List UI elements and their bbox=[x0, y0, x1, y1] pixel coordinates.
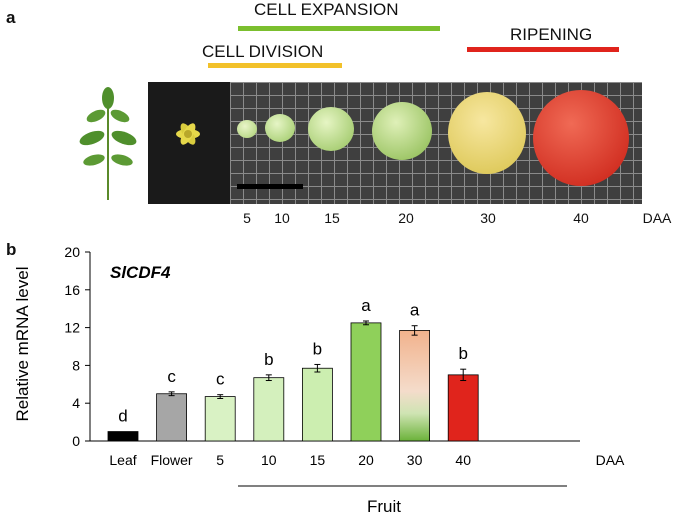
category-label: 5 bbox=[216, 452, 224, 468]
phase-label-cell-expansion: CELL EXPANSION bbox=[254, 0, 399, 19]
fruit-5daa bbox=[237, 120, 257, 138]
category-label: Leaf bbox=[109, 452, 136, 468]
category-label: 20 bbox=[358, 452, 374, 468]
bar-10 bbox=[253, 377, 285, 442]
significance-letter: b bbox=[458, 344, 467, 363]
gene-label: SlCDF4 bbox=[110, 263, 171, 282]
category-label: 40 bbox=[455, 452, 471, 468]
fruit-10daa bbox=[265, 114, 295, 142]
daa-unit-label-b: DAA bbox=[596, 452, 625, 468]
bar-20 bbox=[350, 322, 382, 442]
significance-letter: c bbox=[216, 370, 225, 389]
significance-letter: c bbox=[167, 367, 176, 386]
category-label: 30 bbox=[407, 452, 423, 468]
bar-leaf bbox=[107, 431, 139, 442]
y-tick-label: 4 bbox=[72, 395, 80, 411]
significance-letter: d bbox=[118, 407, 127, 426]
fruit-20daa bbox=[372, 102, 432, 160]
y-tick-label: 12 bbox=[64, 320, 80, 336]
fruit-15daa bbox=[308, 107, 354, 151]
y-tick-label: 0 bbox=[72, 433, 80, 449]
panel-a-letter: a bbox=[6, 8, 16, 27]
fruit-40daa bbox=[533, 90, 629, 186]
daa-label-10: 10 bbox=[274, 210, 290, 226]
significance-letter: b bbox=[264, 350, 273, 369]
category-label: 15 bbox=[310, 452, 326, 468]
bar-40 bbox=[447, 374, 479, 442]
category-label: 10 bbox=[261, 452, 277, 468]
significance-letter: a bbox=[410, 301, 420, 320]
phase-bar-cell-division bbox=[208, 63, 342, 68]
bar-flower bbox=[156, 393, 188, 442]
significance-letter: b bbox=[313, 339, 322, 358]
y-tick-label: 8 bbox=[72, 357, 80, 373]
y-tick-label: 16 bbox=[64, 282, 80, 298]
category-label: Flower bbox=[151, 452, 193, 468]
phase-bar-cell-expansion bbox=[238, 26, 440, 31]
bar-30 bbox=[399, 330, 431, 442]
daa-label-20: 20 bbox=[398, 210, 414, 226]
phase-label-ripening: RIPENING bbox=[510, 25, 593, 44]
flower-photo bbox=[148, 82, 230, 204]
phase-label-cell-division: CELL DIVISION bbox=[202, 42, 324, 61]
daa-label-15: 15 bbox=[324, 210, 340, 226]
y-axis-label: Relative mRNA level bbox=[13, 267, 32, 422]
phase-bar-ripening bbox=[467, 47, 619, 52]
daa-label-30: 30 bbox=[480, 210, 496, 226]
fruit-photo-grid bbox=[230, 82, 642, 204]
bar-5 bbox=[204, 396, 236, 442]
daa-label-40: 40 bbox=[573, 210, 589, 226]
panel-b-letter: b bbox=[6, 240, 17, 259]
daa-unit-label-a: DAA bbox=[642, 210, 672, 226]
leaf-photo bbox=[68, 82, 148, 204]
bar-chart: Relative mRNA level SlCDF4 0 4 8 12 16 20 d Le… bbox=[13, 244, 625, 516]
y-tick-label: 20 bbox=[64, 244, 80, 260]
daa-label-5: 5 bbox=[243, 210, 251, 226]
significance-letter: a bbox=[361, 296, 371, 315]
fruit-30daa bbox=[448, 92, 526, 174]
bar-15 bbox=[301, 367, 333, 442]
scale-bar bbox=[237, 184, 303, 189]
fruit-group-label: Fruit bbox=[367, 497, 401, 516]
